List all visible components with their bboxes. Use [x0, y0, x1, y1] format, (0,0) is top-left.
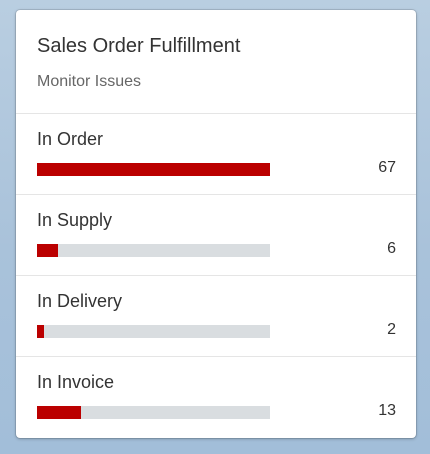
- issue-bar-track: [37, 406, 270, 419]
- issue-bar-fill: [37, 406, 82, 419]
- sales-order-fulfillment-card[interactable]: Sales Order Fulfillment Monitor Issues I…: [16, 10, 416, 438]
- card-subtitle: Monitor Issues: [37, 73, 142, 90]
- issue-bar-fill: [37, 325, 44, 338]
- issue-count: 6: [387, 240, 396, 257]
- issue-count: 13: [378, 402, 396, 419]
- issue-row-in-invoice[interactable]: In Invoice 13: [16, 357, 416, 438]
- issue-label: In Supply: [37, 210, 113, 230]
- issue-label: In Order: [37, 129, 104, 149]
- issue-bar-track: [37, 163, 270, 176]
- issue-bar-track: [37, 244, 270, 257]
- issue-count: 2: [387, 321, 396, 338]
- issue-label: In Invoice: [37, 372, 115, 392]
- card-header[interactable]: Sales Order Fulfillment Monitor Issues: [16, 10, 416, 114]
- issue-row-in-delivery[interactable]: In Delivery 2: [16, 276, 416, 357]
- issue-row-in-order[interactable]: In Order 67: [16, 114, 416, 195]
- issue-bar-fill: [37, 163, 270, 176]
- card-title: Sales Order Fulfillment: [37, 35, 241, 57]
- issue-row-in-supply[interactable]: In Supply 6: [16, 195, 416, 276]
- issues-list: In Order 67 In Supply 6 In Delivery 2 In…: [16, 114, 416, 438]
- issue-count: 67: [378, 159, 396, 176]
- issue-label: In Delivery: [37, 291, 123, 311]
- issue-bar-track: [37, 325, 270, 338]
- issue-bar-fill: [37, 244, 58, 257]
